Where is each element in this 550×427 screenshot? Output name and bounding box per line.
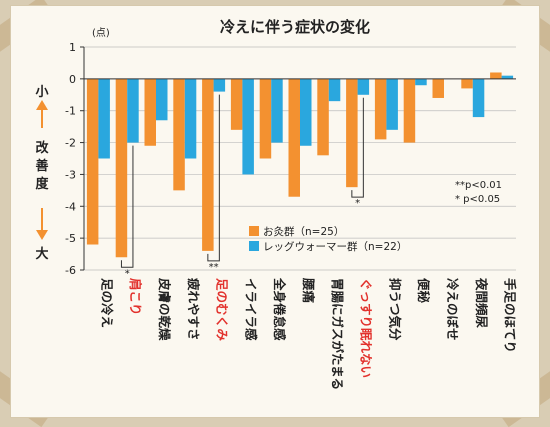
bar-moxa bbox=[317, 79, 329, 155]
bar-legwarmer bbox=[386, 79, 398, 130]
bar-moxa bbox=[289, 79, 301, 197]
category-label: イライラ感 bbox=[243, 278, 258, 341]
bar-legwarmer bbox=[185, 79, 197, 159]
bar-moxa bbox=[231, 79, 243, 130]
legend: お灸群（n=25） レッグウォーマー群（n=22） bbox=[249, 225, 407, 253]
category-label: 皮膚の乾燥 bbox=[157, 277, 172, 341]
category-label: 手足のほてり bbox=[503, 278, 518, 353]
bar-moxa bbox=[260, 79, 272, 159]
category-label: 肩こり bbox=[128, 278, 143, 316]
bar-moxa bbox=[461, 79, 473, 89]
arrow-down-icon bbox=[36, 208, 48, 240]
bar-moxa bbox=[404, 79, 416, 143]
category-label: 抑うつ気分 bbox=[387, 278, 402, 341]
category-label: 冷えのぼせ bbox=[445, 278, 460, 341]
category-label: 全身倦怠感 bbox=[272, 277, 287, 341]
y-tick-label: -4 bbox=[65, 200, 76, 213]
bar-moxa bbox=[145, 79, 157, 146]
y-tick-label: -5 bbox=[65, 232, 76, 245]
bar-legwarmer bbox=[271, 79, 283, 143]
bar-legwarmer bbox=[300, 79, 312, 146]
unit-label: (点) bbox=[92, 27, 110, 39]
legend-label-moxa: お灸群（n=25） bbox=[263, 225, 344, 238]
bar-legwarmer bbox=[214, 79, 226, 92]
bar-moxa bbox=[173, 79, 185, 191]
y-tick-label: 1 bbox=[69, 41, 76, 54]
y-tick-label: -1 bbox=[65, 105, 76, 118]
significance-mark: ** bbox=[209, 262, 219, 273]
y-tick-label: -3 bbox=[65, 168, 76, 181]
y-label-small: 小 bbox=[35, 85, 48, 100]
category-label: 夜間頻尿 bbox=[474, 277, 489, 329]
bar-moxa bbox=[116, 79, 128, 257]
arrow-up-icon bbox=[36, 100, 48, 128]
bar-moxa bbox=[490, 72, 502, 78]
category-label: 足のむくみ bbox=[215, 278, 230, 342]
bar-legwarmer bbox=[358, 79, 370, 95]
category-label: 足の冷え bbox=[99, 278, 114, 328]
bar-moxa bbox=[87, 79, 99, 245]
bar-moxa bbox=[202, 79, 214, 251]
bar-moxa bbox=[375, 79, 387, 140]
y-tick-label: -6 bbox=[65, 264, 76, 277]
y-tick-label: -2 bbox=[65, 137, 76, 150]
bar-legwarmer bbox=[329, 79, 341, 101]
note-p001: **p<0.01 bbox=[455, 180, 502, 191]
category-label: 腰痛 bbox=[301, 277, 316, 304]
bar-legwarmer bbox=[415, 79, 427, 85]
legend-label-legwarmer: レッグウォーマー群（n=22） bbox=[263, 240, 407, 253]
bar-legwarmer bbox=[242, 79, 254, 175]
category-label: ぐっすり眠れない bbox=[359, 278, 374, 378]
category-label: 疲れやすさ bbox=[186, 278, 201, 341]
legend-swatch-legwarmer bbox=[249, 241, 259, 251]
bar-legwarmer bbox=[473, 79, 485, 117]
note-p005: * p<0.05 bbox=[455, 194, 500, 205]
category-label: 便秘 bbox=[416, 278, 431, 304]
bar-legwarmer bbox=[98, 79, 110, 159]
chart-title: 冷えに伴う症状の変化 bbox=[220, 18, 370, 36]
significance-mark: * bbox=[355, 198, 360, 209]
bar-moxa bbox=[433, 79, 445, 98]
category-label: 胃腸にガスがたまる bbox=[330, 278, 345, 390]
bar-legwarmer bbox=[156, 79, 168, 120]
y-label-large: 大 bbox=[35, 246, 48, 262]
y-tick-label: 0 bbox=[69, 73, 76, 86]
legend-swatch-moxa bbox=[249, 226, 259, 236]
bar-moxa bbox=[346, 79, 358, 187]
y-label-improvement: 改善度 bbox=[35, 140, 49, 192]
bar-legwarmer bbox=[127, 79, 139, 143]
